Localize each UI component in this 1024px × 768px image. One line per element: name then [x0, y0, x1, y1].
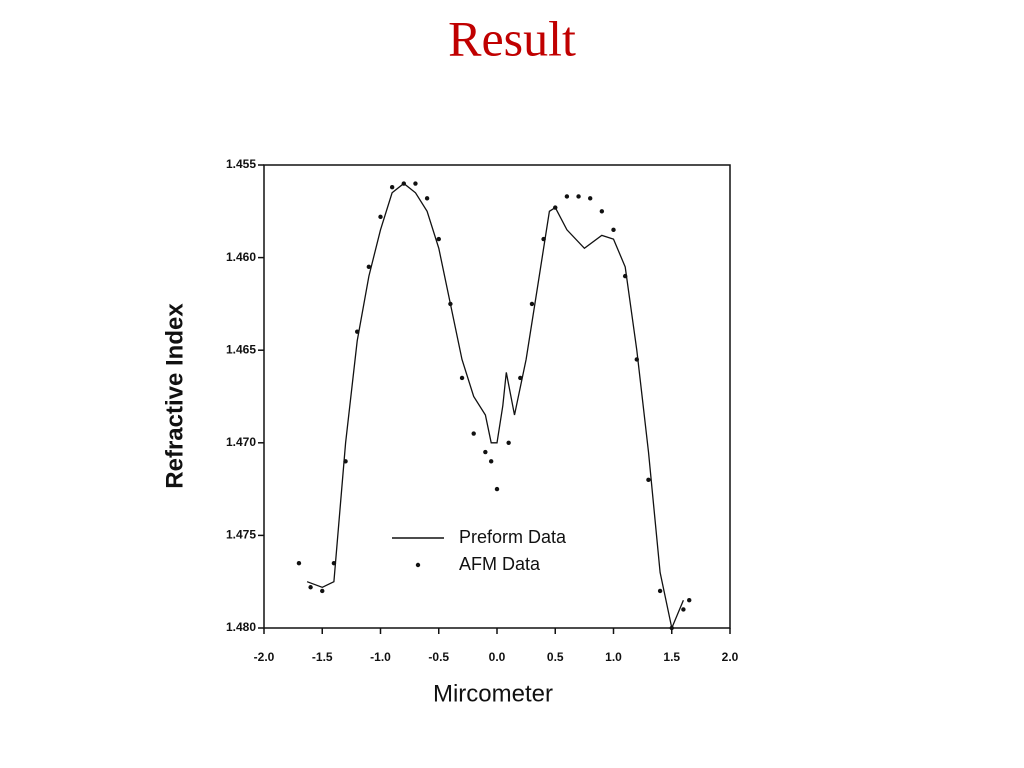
legend-dot	[415, 562, 421, 568]
afm-point	[518, 375, 523, 381]
afm-point	[687, 598, 692, 603]
afm-point	[611, 227, 616, 233]
afm-point	[588, 196, 593, 201]
afm-point	[576, 194, 581, 199]
afm-point	[541, 236, 546, 242]
afm-point	[646, 477, 651, 483]
afm-point	[366, 264, 372, 270]
afm-point	[553, 205, 558, 210]
y-tick-label: 1.475	[226, 528, 256, 542]
x-axis-label: Mircometer	[433, 680, 553, 707]
afm-point	[424, 196, 430, 201]
legend-label: Preform Data	[459, 527, 567, 547]
afm-point	[488, 459, 494, 464]
afm-point	[471, 431, 476, 436]
y-tick-label: 1.455	[226, 157, 256, 171]
afm-point	[401, 181, 406, 186]
y-axis-label: Refractive Index	[161, 303, 188, 489]
y-tick-label: 1.460	[226, 250, 256, 264]
legend-label: AFM Data	[459, 554, 541, 574]
afm-point	[296, 560, 302, 566]
afm-point	[436, 236, 441, 242]
x-tick-label: -2.0	[254, 650, 275, 664]
x-tick-label: 2.0	[722, 650, 739, 664]
afm-point	[681, 607, 686, 612]
afm-point	[599, 209, 605, 214]
afm-point	[448, 301, 453, 307]
afm-point	[529, 301, 535, 307]
y-tick-label: 1.465	[226, 342, 256, 356]
x-tick-label: 0.0	[489, 650, 506, 664]
x-tick-label: -1.0	[370, 650, 391, 664]
y-tick-label: 1.470	[226, 435, 256, 449]
afm-point	[622, 273, 628, 279]
afm-point	[634, 357, 639, 362]
afm-point	[389, 185, 395, 190]
afm-point	[343, 459, 348, 464]
afm-point	[308, 585, 313, 590]
afm-point	[506, 440, 511, 445]
slide-title: Result	[448, 10, 576, 66]
preform-line	[306, 182, 684, 631]
x-tick-label: -1.5	[312, 650, 333, 664]
afm-point	[564, 194, 570, 199]
afm-point	[669, 625, 674, 631]
x-tick-label: 1.0	[605, 650, 622, 664]
afm-point	[355, 329, 360, 334]
x-tick-label: 1.5	[663, 650, 680, 664]
afm-point	[483, 449, 488, 455]
afm-point	[320, 588, 325, 594]
x-tick-label: -0.5	[428, 650, 449, 664]
afm-point	[378, 214, 383, 220]
afm-point	[413, 181, 418, 186]
y-tick-label: 1.480	[226, 620, 256, 634]
afm-point	[494, 486, 500, 492]
afm-point	[657, 588, 663, 594]
x-tick-label: 0.5	[547, 650, 564, 664]
afm-point	[459, 375, 465, 381]
afm-point	[331, 560, 337, 566]
